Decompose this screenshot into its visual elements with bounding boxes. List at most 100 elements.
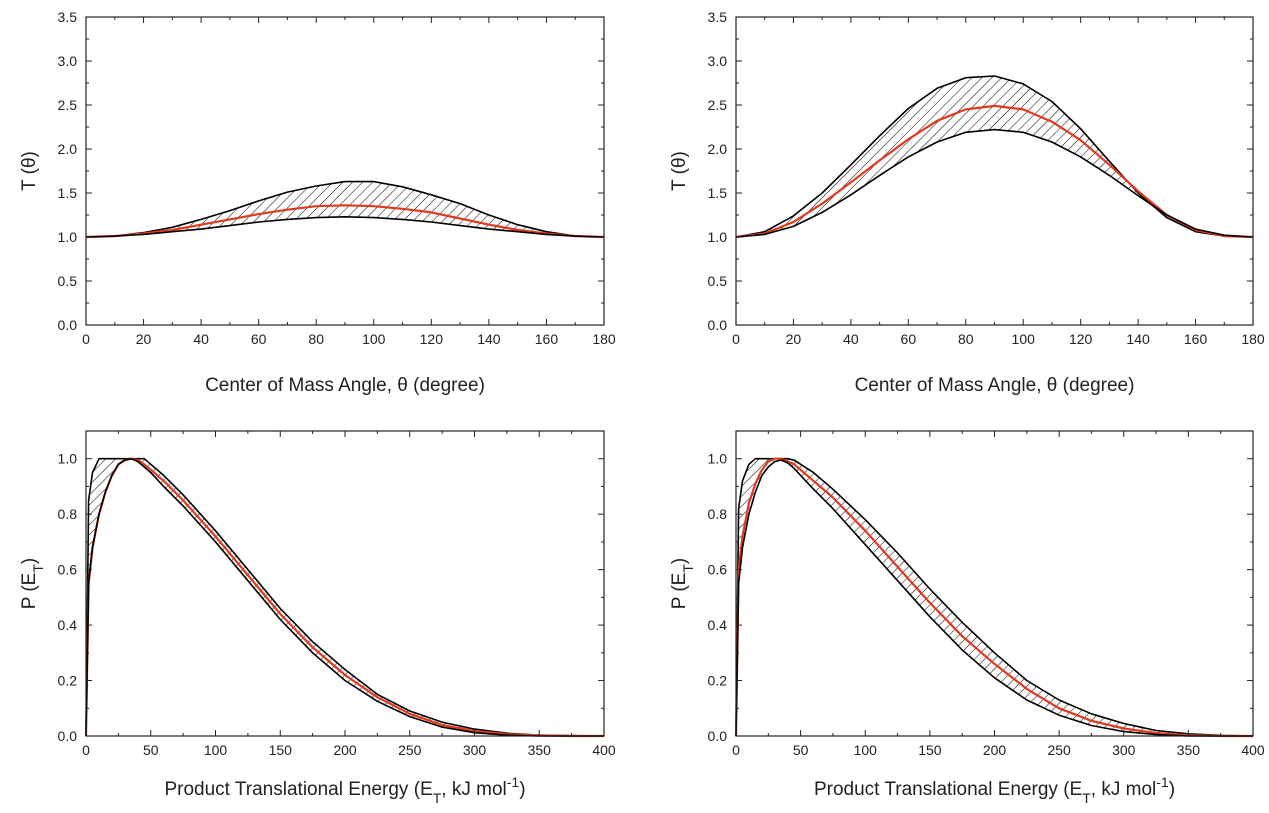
series-line-upper-bound xyxy=(735,457,1254,737)
y-tick-label: 3.0 xyxy=(708,53,728,69)
series-line-upper-bound xyxy=(85,457,605,737)
x-axis-title-tail: , kJ mol xyxy=(441,779,506,800)
y-axis-title-close: ) xyxy=(19,558,40,564)
y-tick-label: 0.6 xyxy=(708,562,728,578)
x-tick-label: 50 xyxy=(793,742,809,758)
x-tick-label: 160 xyxy=(1184,331,1208,347)
panel-bottom-right: 0 50 100 150 200 250 300 350 400 0.0 0.2 0.4 0.6 0.8 1… xyxy=(669,430,1265,806)
y-axis-title: T (θ) xyxy=(669,151,690,191)
y-tick-label: 0.6 xyxy=(58,562,78,578)
y-tick-label: 3.5 xyxy=(708,9,728,25)
y-tick-label: 0.8 xyxy=(708,506,728,522)
x-axis-title-tail: , kJ mol xyxy=(1091,779,1156,800)
x-tick-label: 80 xyxy=(308,331,324,347)
x-axis-title: Center of Mass Angle, θ (degree) xyxy=(855,375,1135,396)
plot-frame xyxy=(735,16,1254,326)
x-tick-label: 20 xyxy=(136,331,152,347)
x-tick-label: 150 xyxy=(918,742,942,758)
y-tick-label: 0.5 xyxy=(58,273,78,289)
x-axis-title-superscript: -1 xyxy=(1156,774,1169,790)
x-axis-title: Product Translational Energy (ET, kJ mol… xyxy=(814,774,1175,806)
panel-top-right: 0 20 40 60 80 100 120 140 160 180 0.0 0.5 1.0 1.5 2.0 2… xyxy=(669,9,1265,396)
x-axis-title-main: Center of Mass Angle, θ (degree) xyxy=(855,375,1135,396)
x-axis-title-close: ) xyxy=(1169,779,1175,800)
x-tick-label: 40 xyxy=(843,331,859,347)
x-tick-label: 100 xyxy=(204,742,228,758)
y-axis-title-main: P (E xyxy=(669,573,690,610)
series-line-lower-bound xyxy=(735,459,1253,737)
x-tick-label: 50 xyxy=(143,742,159,758)
y-tick-label: 0.4 xyxy=(58,617,78,633)
x-tick-label: 400 xyxy=(592,742,616,758)
x-tick-label: 120 xyxy=(420,331,444,347)
x-tick-label: 60 xyxy=(251,331,267,347)
x-tick-label: 350 xyxy=(528,742,552,758)
hatched-uncertainty-band xyxy=(736,458,1253,736)
x-axis-title-subscript: T xyxy=(1082,790,1091,806)
x-tick-label: 0 xyxy=(82,331,90,347)
y-tick-label: 2.5 xyxy=(708,97,728,113)
x-tick-label: 200 xyxy=(983,742,1007,758)
x-axis-title-main: Product Translational Energy (E xyxy=(164,779,432,800)
y-tick-label: 0.4 xyxy=(708,617,728,633)
y-axis-title-subscript: T xyxy=(680,564,696,573)
series-line-best-fit xyxy=(734,457,1253,738)
x-axis-title: Center of Mass Angle, θ (degree) xyxy=(205,375,485,396)
y-tick-label: 2.0 xyxy=(58,141,78,157)
x-tick-label: 350 xyxy=(1177,742,1201,758)
panel-top-left: 0 20 40 60 80 100 120 140 160 180 0.0 0.5 1.0 1.5 2.0 2… xyxy=(19,9,616,396)
x-tick-label: 400 xyxy=(1241,742,1265,758)
y-axis-title: P (ET) xyxy=(19,558,46,610)
y-axis-title-main: P (E xyxy=(19,573,40,610)
x-tick-label: 250 xyxy=(1047,742,1071,758)
y-tick-label: 1.5 xyxy=(708,185,728,201)
series-line-best-fit xyxy=(84,457,604,738)
x-tick-label: 150 xyxy=(269,742,293,758)
y-tick-label: 2.5 xyxy=(58,97,78,113)
y-axis-title-close: ) xyxy=(669,558,690,564)
series-line-lower-bound xyxy=(735,128,1254,238)
hatched-uncertainty-band xyxy=(86,458,604,736)
y-tick-label: 0.5 xyxy=(708,273,728,289)
series-line-best-fit xyxy=(85,204,605,239)
x-tick-label: 100 xyxy=(1012,331,1036,347)
x-axis-title-close: ) xyxy=(519,779,525,800)
x-tick-label: 180 xyxy=(592,331,616,347)
x-axis-title-main: Center of Mass Angle, θ (degree) xyxy=(205,375,485,396)
y-tick-label: 2.0 xyxy=(708,141,728,157)
y-tick-label: 1.0 xyxy=(708,451,728,467)
x-tick-label: 180 xyxy=(1241,331,1265,347)
x-tick-label: 140 xyxy=(477,331,501,347)
x-tick-label: 160 xyxy=(535,331,559,347)
x-tick-label: 140 xyxy=(1126,331,1150,347)
y-tick-label: 0.2 xyxy=(58,673,78,689)
y-axis-title: T (θ) xyxy=(19,151,40,191)
x-tick-label: 200 xyxy=(333,742,357,758)
x-tick-label: 300 xyxy=(463,742,487,758)
x-tick-label: 40 xyxy=(193,331,209,347)
y-tick-label: 1.0 xyxy=(708,229,728,245)
y-tick-label: 1.5 xyxy=(58,185,78,201)
y-axis-title-subscript: T xyxy=(30,564,46,573)
y-axis-title-main: T (θ) xyxy=(19,151,40,191)
x-axis-title: Product Translational Energy (ET, kJ mol… xyxy=(164,774,525,806)
x-tick-label: 300 xyxy=(1112,742,1136,758)
y-tick-label: 0.8 xyxy=(58,506,78,522)
x-tick-label: 0 xyxy=(732,742,740,758)
x-axis-title-subscript: T xyxy=(433,790,442,806)
x-tick-label: 100 xyxy=(854,742,878,758)
y-tick-label: 0.0 xyxy=(708,728,728,744)
series-line-lower-bound xyxy=(85,457,604,737)
series-line-upper-bound xyxy=(735,75,1254,238)
y-axis-title: P (ET) xyxy=(669,558,696,610)
x-tick-label: 120 xyxy=(1069,331,1093,347)
y-tick-label: 0.0 xyxy=(58,317,78,333)
panel-bottom-left: 0 50 100 150 200 250 300 350 400 0.0 0.2 0.4 0.6 0.8 1… xyxy=(19,430,616,806)
x-tick-label: 100 xyxy=(362,331,386,347)
y-tick-label: 3.5 xyxy=(58,9,78,25)
x-tick-label: 250 xyxy=(398,742,422,758)
y-tick-label: 1.0 xyxy=(58,451,78,467)
x-axis-title-main: Product Translational Energy (E xyxy=(814,779,1082,800)
y-tick-label: 0.0 xyxy=(58,728,78,744)
